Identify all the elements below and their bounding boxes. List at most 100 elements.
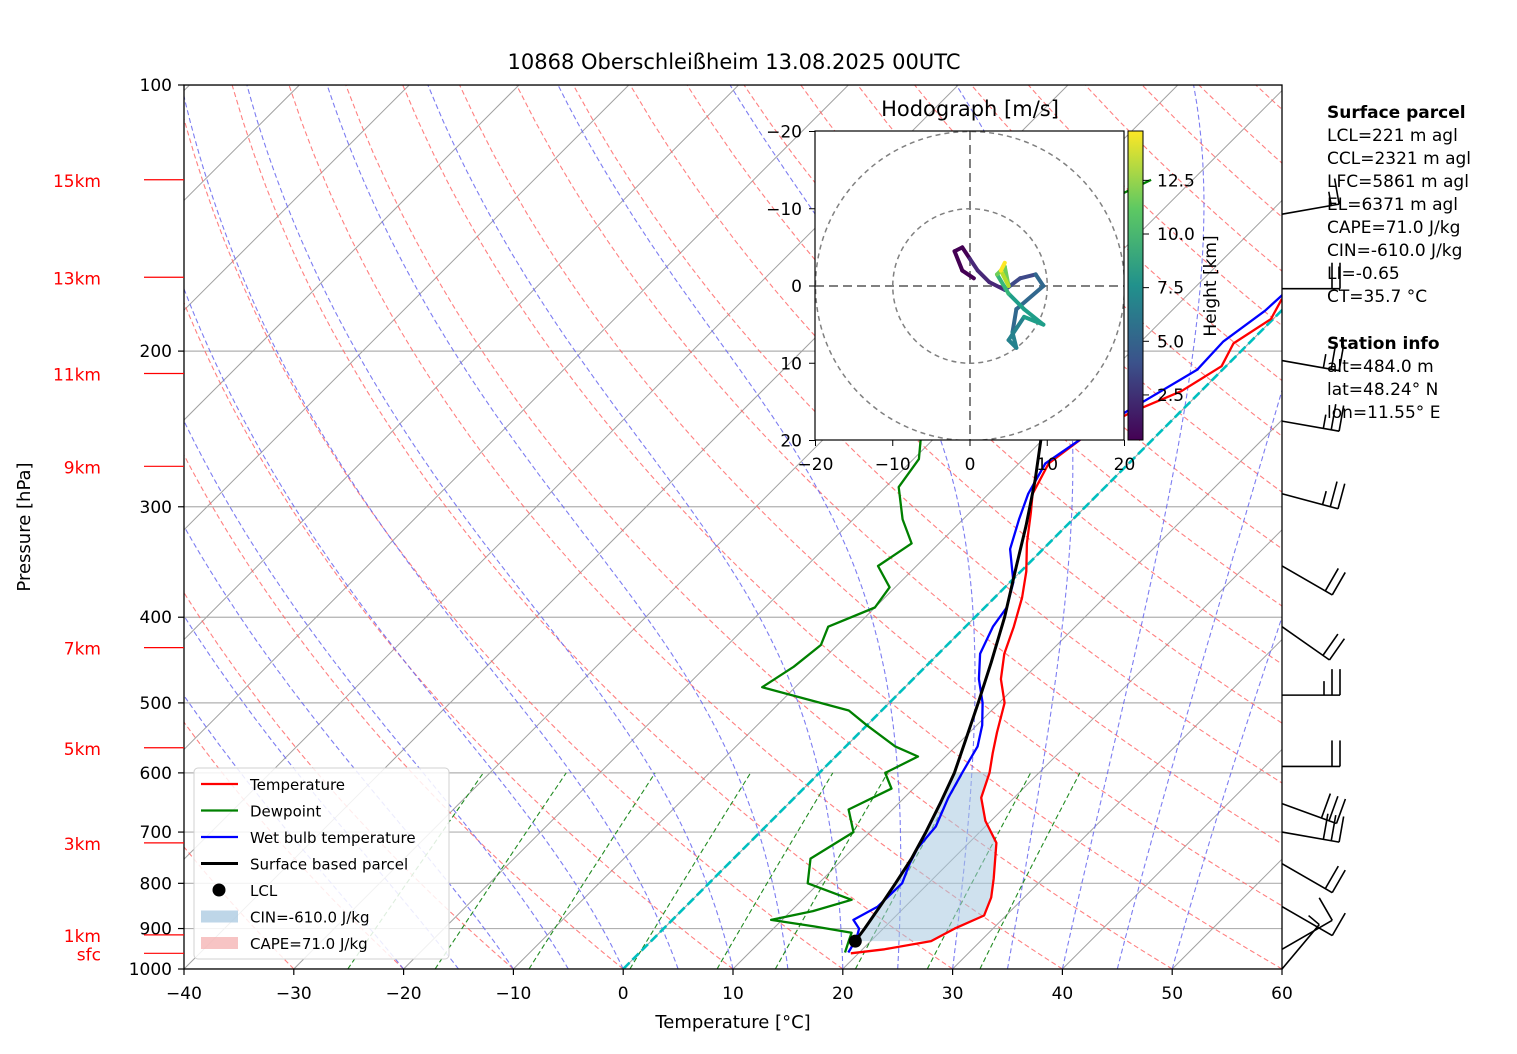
wind-barb-feather [1338,344,1345,371]
legend-entry: CAPE=71.0 J/kg [250,935,368,953]
dry-adiabat [184,116,844,969]
wind-barb-feather [1333,178,1340,205]
wind-barb-feather [1338,816,1345,843]
hodograph-segment [1018,272,1038,281]
wind-barb-feather [1328,191,1333,206]
wind-barb-feather [1322,414,1327,429]
x-tick-label: 60 [1271,984,1293,1004]
y-tick-label: 200 [140,342,172,362]
surface-parcel-title: Surface parcel [1327,103,1466,123]
hodograph-y-tick-label: −20 [766,123,802,143]
moist-adiabat [184,287,624,969]
temperature-line [850,297,1282,955]
height-label: 9km [64,458,101,478]
station-lon: lon=11.55° E [1327,403,1441,423]
dry-adiabat [184,301,734,969]
hodograph-y-tick-label: 10 [780,354,802,374]
isotherm [842,529,1282,969]
moist-adiabat [1116,388,1282,969]
x-tick-label: −20 [386,984,422,1004]
legend-entry: Temperature [249,776,345,794]
x-tick-label: −10 [495,984,531,1004]
legend-entry: Dewpoint [250,803,321,821]
wind-barb-shaft [1281,359,1340,372]
wind-barb-shaft [1281,420,1340,432]
legend-swatch [201,937,238,949]
main-axes: −40 −30 −20 −10 0 10 20 30 40 50 60100200300400500… [14,76,1293,1033]
y-tick-label: 1000 [129,960,172,980]
wind-barb-feather [1338,405,1345,432]
station-lat: lat=48.24° N [1327,380,1439,400]
wind-barb-shaft [1281,492,1339,510]
cin-area [855,772,997,942]
wind-barb-feather [1330,343,1337,370]
legend-swatch [201,910,238,923]
station-info-title: Station info [1327,334,1440,354]
hodograph-x-tick-label: −20 [798,455,834,475]
dry-adiabat [184,453,624,969]
moist-adiabat [1061,85,1205,969]
hodograph-y-tick-label: −10 [766,200,802,220]
x-tick-label: 20 [832,984,854,1004]
wind-barbs [1281,178,1347,970]
legend-entry: Wet bulb temperature [250,829,416,847]
cape-cin-fill [855,772,997,942]
hodograph-segment [1010,307,1019,335]
colorbar-label: Height [km] [1201,235,1221,336]
hodograph-segment [968,256,980,273]
y-tick-label: 700 [140,823,172,843]
legend-entry: LCL [250,882,278,900]
x-tick-label: 50 [1161,984,1183,1004]
hodograph-segment [952,249,965,273]
wind-barb-feather [1322,353,1327,369]
x-axis-label: Temperature [°C] [654,1012,810,1033]
moist-adiabat [427,85,844,969]
ct-value: CT=35.7 °C [1327,287,1428,307]
wind-barb-feather [1322,813,1329,840]
moist-adiabat [326,85,789,969]
wind-barb-shaft [1281,203,1340,215]
height-label: 7km [64,640,101,660]
mixing-ratio-line [528,772,656,969]
moist-adiabat [557,85,902,969]
wind-barb-feather [1318,897,1333,921]
y-tick-label: 800 [140,874,172,894]
li-value: LI=-0.65 [1327,264,1400,284]
wind-barb-feather [1331,912,1346,937]
cape-value: CAPE=71.0 J/kg [1327,218,1461,238]
height-label: 5km [64,740,101,760]
isotherm [184,85,520,421]
wind-barb-feather [1308,914,1320,926]
wind-barb-shaft [1281,924,1320,970]
y-tick-label: 300 [140,498,172,518]
wind-barb-feather [1328,796,1339,821]
hodograph-segment [1006,314,1027,343]
height-label: 1km [64,927,101,947]
zero-isotherm [622,308,1282,969]
x-tick-label: −30 [276,984,312,1004]
isotherm [184,85,849,751]
colorbar-tick-label: 10.0 [1157,225,1195,245]
isotherm [184,85,630,531]
hodograph-x-tick-label: 20 [1114,455,1136,475]
hodograph-x-tick-label: 0 [965,455,976,475]
hodograph-segment [995,272,1011,296]
wind-barb-feather [1330,815,1337,841]
height-label: 3km [64,835,101,855]
wind-barb-shaft [1281,919,1333,951]
legend: Temperature Dewpoint Wet bulb temperature S… [193,767,450,960]
dry-adiabat [231,85,953,969]
wind-barb-feather [1320,793,1332,819]
hodograph-segment [1033,272,1046,288]
dry-adiabat [402,85,1282,969]
isotherm [952,638,1282,969]
wind-barb-shaft [1281,626,1330,661]
mixing-ratio-line [629,772,752,969]
dry-adiabat [572,85,1282,784]
y-tick-label: 600 [140,764,172,784]
wetbulb-line [847,293,1282,954]
x-tick-label: 10 [722,984,744,1004]
moist-adiabat [246,85,734,969]
hodograph-segment [998,268,1011,288]
y-tick-label: 400 [140,608,172,628]
